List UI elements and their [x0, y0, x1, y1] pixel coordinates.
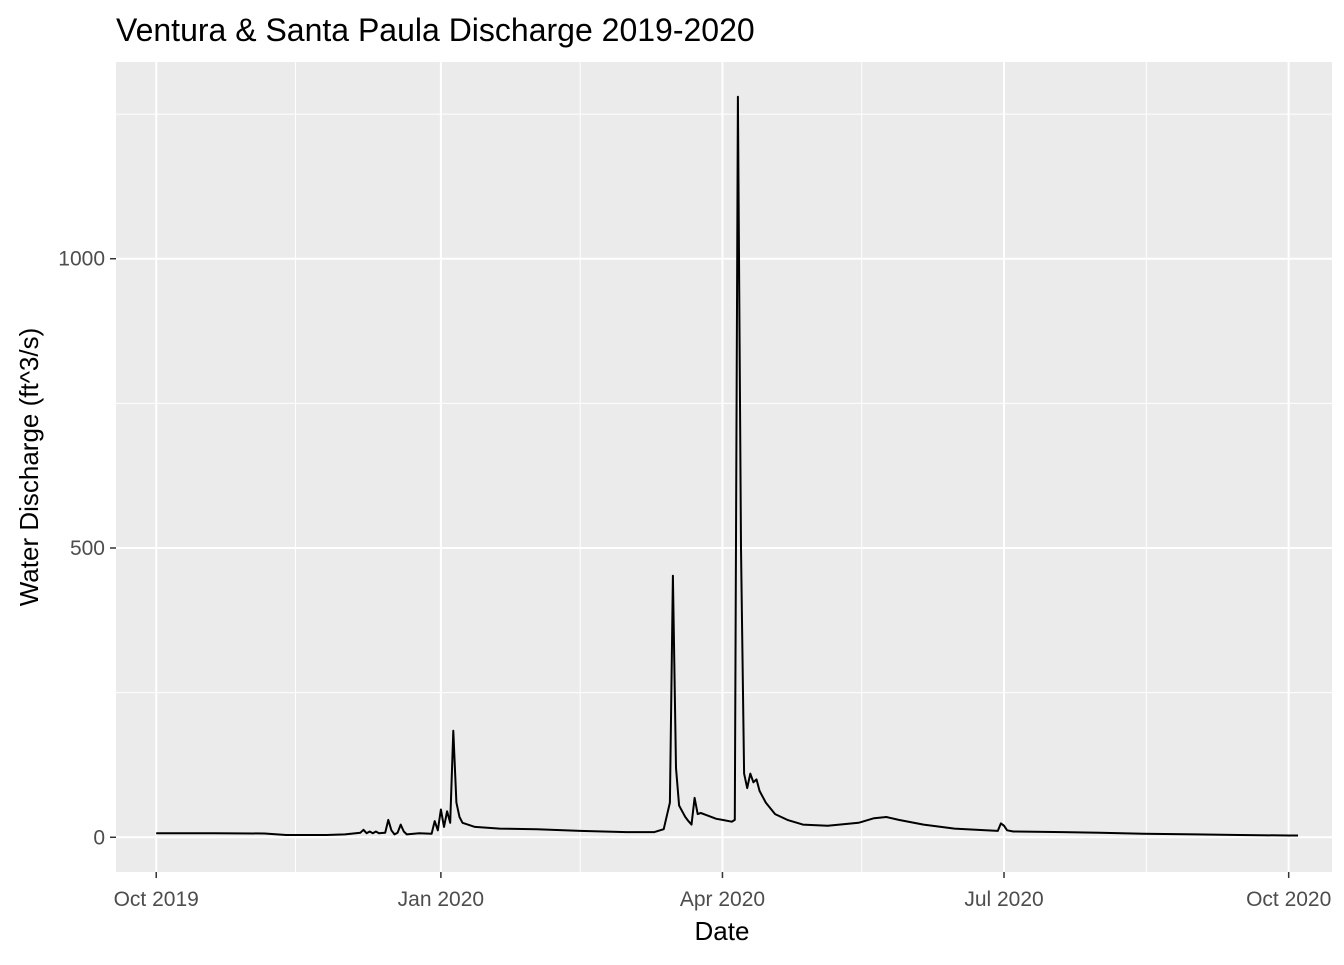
grid-minor: [116, 62, 1332, 872]
x-tick-label: Jul 2020: [964, 888, 1043, 911]
x-tick-label: Jan 2020: [398, 888, 484, 911]
y-tick-label: 0: [93, 826, 105, 849]
y-tick-label: 1000: [58, 248, 105, 271]
x-tick-label: Oct 2019: [114, 888, 199, 911]
x-axis-title: Date: [695, 916, 750, 946]
y-axis: 0 500 1000: [58, 248, 116, 849]
plot-panel: [116, 62, 1332, 872]
y-tick-label: 500: [70, 537, 105, 560]
x-tick-label: Oct 2020: [1246, 888, 1331, 911]
grid-major: [116, 62, 1332, 872]
x-tick-label: Apr 2020: [680, 888, 765, 911]
chart-title: Ventura & Santa Paula Discharge 2019-202…: [116, 12, 755, 48]
y-axis-title: Water Discharge (ft^3/s): [14, 328, 44, 607]
x-axis: Oct 2019 Jan 2020 Apr 2020 Jul 2020 Oct 2020: [114, 872, 1331, 911]
series-line: [156, 95, 1298, 837]
